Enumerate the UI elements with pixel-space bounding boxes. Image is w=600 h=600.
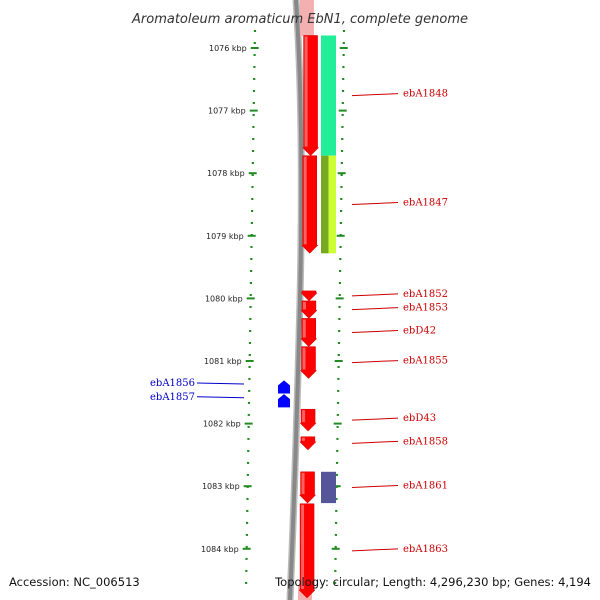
gene-label-eba1863: ebA1863	[403, 544, 448, 555]
gene-arrow-eba1852	[300, 290, 318, 302]
gene-arrow-highlight	[304, 36, 308, 147]
gene-label-leader	[351, 360, 399, 364]
offscreen-gene-top	[300, 0, 314, 36]
gene-label-eba1858: ebA1858	[403, 436, 448, 447]
ruler-tick-label: 1084 kbp	[201, 545, 239, 554]
gene-label-leader	[196, 382, 245, 385]
gene-label-ebd43: ebD43	[403, 413, 436, 424]
ruler-left-dots	[244, 29, 257, 591]
cog-block-eba1847	[328, 155, 336, 254]
backbone-line	[288, 0, 304, 600]
gene-label-leader	[351, 440, 399, 444]
gene-label-leader	[196, 396, 245, 399]
ruler-tick-label: 1082 kbp	[203, 420, 241, 429]
gene-arrow-highlight	[301, 437, 305, 441]
map-title: Aromatoleum aromaticum EbN1, complete ge…	[131, 12, 468, 27]
gene-arrow-highlight	[302, 319, 306, 338]
ruler-tick-label: 1083 kbp	[202, 482, 240, 491]
gene-arrow-eba1856	[278, 380, 290, 394]
gene-label-eba1856: ebA1856	[150, 378, 195, 389]
ruler-tick-label: 1077 kbp	[208, 107, 246, 116]
gene-label-leader	[351, 330, 399, 334]
ruler: 1076 kbp 1077 kbp 1078 kbp 1079 kbp 1080 kbp…	[201, 29, 348, 591]
gene-label-leader	[351, 548, 399, 552]
gene-arrow-highlight	[303, 156, 307, 245]
genome-summary-text: Topology: circular; Length: 4,296,230 bp…	[274, 575, 591, 589]
cog-block-eba1861	[321, 471, 336, 504]
gene-label-eba1861: ebA1861	[403, 480, 448, 491]
cog-block-eba1848	[321, 35, 336, 156]
gene-label-leader	[351, 293, 399, 297]
gene-label-eba1857: ebA1857	[150, 392, 195, 403]
ruler-tick-label: 1079 kbp	[206, 232, 244, 241]
gene-label-leader	[351, 484, 399, 488]
ruler-tick-label: 1078 kbp	[207, 169, 245, 178]
ruler-tick-label: 1080 kbp	[205, 294, 243, 303]
gene-label-eba1855: ebA1855	[403, 356, 448, 367]
ruler-tick-label: 1081 kbp	[204, 357, 242, 366]
gene-label-eba1852: ebA1852	[403, 289, 448, 300]
gene-label-eba1853: ebA1853	[403, 303, 448, 314]
cog-block-eba1847	[321, 155, 329, 254]
gene-arrow-highlight	[301, 504, 305, 589]
accession-text: Accession: NC_006513	[9, 575, 140, 589]
gene-arrow-highlight	[302, 410, 306, 423]
gene-arrow-eba1857	[278, 394, 290, 408]
gene-label-eba1847: ebA1847	[403, 198, 448, 209]
ruler-right-dots	[333, 29, 346, 591]
gene-track	[278, 35, 320, 599]
gene-arrow-highlight	[301, 472, 305, 495]
gene-label-ebd42: ebD42	[403, 326, 436, 337]
gene-arrow-highlight	[302, 301, 306, 310]
gene-label-eba1848: ebA1848	[403, 89, 448, 100]
ruler-tick-label: 1076 kbp	[209, 44, 247, 53]
gene-label-leader	[351, 417, 399, 421]
gene-labels: ebA1848 ebA1847 ebA1852 ebA1853 ebD42 ebA1855…	[150, 89, 448, 555]
cog-tracks	[321, 35, 336, 504]
gene-label-leader	[351, 307, 399, 311]
gene-arrow-highlight	[302, 347, 306, 370]
gene-label-leader	[351, 93, 399, 97]
gene-label-leader	[351, 202, 399, 205]
